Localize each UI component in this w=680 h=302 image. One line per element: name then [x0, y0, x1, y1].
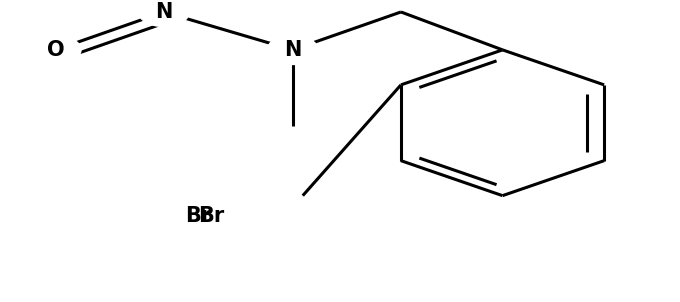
Ellipse shape	[177, 201, 245, 231]
Text: N: N	[284, 40, 301, 60]
Ellipse shape	[139, 0, 189, 27]
Text: O: O	[47, 40, 65, 60]
Ellipse shape	[186, 201, 237, 231]
Ellipse shape	[267, 35, 318, 64]
Text: Br: Br	[198, 206, 224, 226]
Ellipse shape	[30, 35, 81, 64]
Text: N: N	[155, 2, 173, 22]
Text: Br: Br	[185, 206, 211, 226]
